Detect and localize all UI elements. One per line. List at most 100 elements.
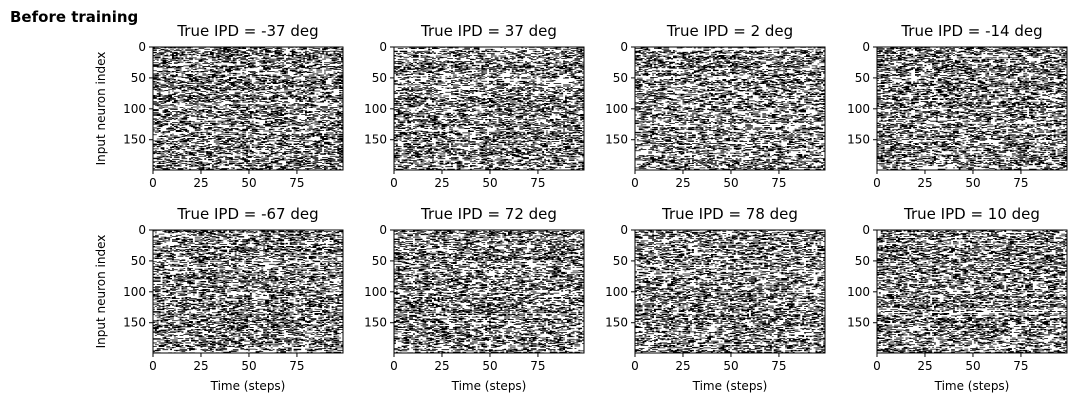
- x-tick-label: 0: [149, 359, 157, 373]
- subplot-title: True IPD = 37 deg: [421, 22, 557, 40]
- y-tick-label: 0: [138, 223, 146, 237]
- y-tick-label: 50: [613, 71, 628, 85]
- spike-marks: [635, 47, 825, 171]
- spike-marks: [153, 47, 343, 171]
- subplot-panel-8: True IPD = 10 deg 0 25 50 75 0 50 100 150 Time (s…: [807, 205, 1076, 408]
- y-tick-label: 0: [620, 40, 628, 54]
- x-tick-label: 75: [1013, 359, 1028, 373]
- spike-raster: [635, 47, 825, 171]
- spike-marks: [394, 47, 584, 171]
- x-tick-label: 25: [675, 359, 690, 373]
- spike-marks: [635, 230, 825, 354]
- subplot-panel-7: True IPD = 78 deg 0 25 50 75 0 50 100 150 Time (s…: [565, 205, 835, 408]
- spike-raster: [394, 230, 584, 354]
- spike-raster: [877, 47, 1067, 171]
- x-tick-label: 25: [917, 176, 932, 190]
- x-axis-label: Time (steps): [934, 379, 1010, 393]
- raster-plot: 0 25 50 75 0 50 100 150 Time (steps): [847, 223, 1068, 393]
- spike-raster: [394, 47, 584, 171]
- x-tick-label: 50: [723, 176, 738, 190]
- subplot-title: True IPD = 78 deg: [662, 205, 798, 223]
- y-tick-label: 150: [847, 316, 870, 330]
- y-tick-label: 50: [372, 254, 387, 268]
- y-tick-label: 150: [605, 316, 628, 330]
- x-tick-label: 0: [873, 359, 881, 373]
- y-axis-label: Input neuron index: [94, 52, 108, 166]
- subplot-panel-6: True IPD = 72 deg 0 25 50 75 0 50 100 150 Time (s…: [324, 205, 594, 408]
- figure-suptitle: Before training: [10, 8, 139, 26]
- y-tick-label: 0: [862, 223, 870, 237]
- y-tick-label: 0: [379, 223, 387, 237]
- y-tick-label: 0: [379, 40, 387, 54]
- subplot-title: True IPD = -14 deg: [901, 22, 1043, 40]
- spike-raster: [153, 47, 343, 171]
- spike-raster: [877, 230, 1067, 354]
- y-tick-label: 150: [364, 133, 387, 147]
- y-tick-label: 50: [855, 254, 870, 268]
- raster-plot: 0 25 50 75 0 50 100 150 Time (steps): [364, 223, 585, 393]
- spike-marks: [153, 230, 343, 354]
- x-tick-label: 25: [675, 176, 690, 190]
- x-tick-label: 50: [241, 176, 256, 190]
- y-tick-label: 150: [847, 133, 870, 147]
- subplot-title: True IPD = 10 deg: [904, 205, 1040, 223]
- y-tick-label: 0: [862, 40, 870, 54]
- spike-raster: [153, 230, 343, 354]
- subplot-title: True IPD = 72 deg: [421, 205, 557, 223]
- spike-marks: [394, 230, 584, 354]
- y-tick-label: 150: [605, 133, 628, 147]
- x-tick-label: 25: [917, 359, 932, 373]
- x-tick-label: 0: [390, 359, 398, 373]
- x-tick-label: 25: [434, 176, 449, 190]
- y-tick-label: 150: [123, 316, 146, 330]
- y-tick-label: 100: [605, 285, 628, 299]
- y-tick-label: 0: [138, 40, 146, 54]
- y-axis-label: Input neuron index: [94, 235, 108, 349]
- x-axis-label: Time (steps): [210, 379, 286, 393]
- x-tick-label: 0: [149, 176, 157, 190]
- subplot-panel-4: True IPD = -14 deg 0 25 50 75 0 50 100 150: [807, 22, 1076, 225]
- x-tick-label: 75: [1013, 176, 1028, 190]
- y-tick-label: 50: [372, 71, 387, 85]
- x-tick-label: 0: [390, 176, 398, 190]
- y-tick-label: 150: [123, 133, 146, 147]
- x-tick-label: 25: [193, 359, 208, 373]
- raster-plot: 0 25 50 75 0 50 100 150 Input neuron index: [94, 40, 344, 190]
- subplot-title: True IPD = -67 deg: [177, 205, 319, 223]
- y-tick-label: 50: [131, 254, 146, 268]
- subplot-panel-2: True IPD = 37 deg 0 25 50 75 0 50 100 150: [324, 22, 594, 225]
- plot-area: [877, 47, 1067, 170]
- x-tick-label: 50: [482, 359, 497, 373]
- x-tick-label: 50: [965, 359, 980, 373]
- raster-plot: 0 25 50 75 0 50 100 150 Time (steps) Input neuron…: [94, 223, 344, 393]
- x-tick-label: 50: [723, 359, 738, 373]
- y-tick-label: 50: [131, 71, 146, 85]
- y-tick-label: 100: [123, 102, 146, 116]
- subplot-panel-3: True IPD = 2 deg 0 25 50 75 0 50 100 150: [565, 22, 835, 225]
- x-tick-label: 50: [965, 176, 980, 190]
- y-tick-label: 50: [855, 71, 870, 85]
- subplot-title: True IPD = 2 deg: [666, 22, 794, 40]
- x-tick-label: 75: [530, 176, 545, 190]
- x-tick-label: 50: [241, 359, 256, 373]
- y-tick-label: 150: [364, 316, 387, 330]
- raster-plot: 0 25 50 75 0 50 100 150: [847, 40, 1068, 190]
- x-axis-label: Time (steps): [451, 379, 527, 393]
- y-tick-label: 100: [364, 102, 387, 116]
- x-tick-label: 75: [771, 359, 786, 373]
- y-tick-label: 100: [605, 102, 628, 116]
- subplot-panel-1: True IPD = -37 deg 0 25 50 75 0 50 100 150 Input …: [83, 22, 353, 225]
- x-tick-label: 75: [289, 176, 304, 190]
- y-tick-label: 100: [847, 285, 870, 299]
- x-tick-label: 50: [482, 176, 497, 190]
- x-tick-label: 75: [771, 176, 786, 190]
- y-tick-label: 100: [364, 285, 387, 299]
- spike-raster: [635, 230, 825, 354]
- raster-plot: 0 25 50 75 0 50 100 150 Time (steps): [605, 223, 826, 393]
- x-tick-label: 25: [434, 359, 449, 373]
- y-tick-label: 100: [123, 285, 146, 299]
- y-tick-label: 100: [847, 102, 870, 116]
- x-axis-label: Time (steps): [692, 379, 768, 393]
- y-tick-label: 0: [620, 223, 628, 237]
- subplot-panel-5: True IPD = -67 deg 0 25 50 75 0 50 100 150 Time (…: [83, 205, 353, 408]
